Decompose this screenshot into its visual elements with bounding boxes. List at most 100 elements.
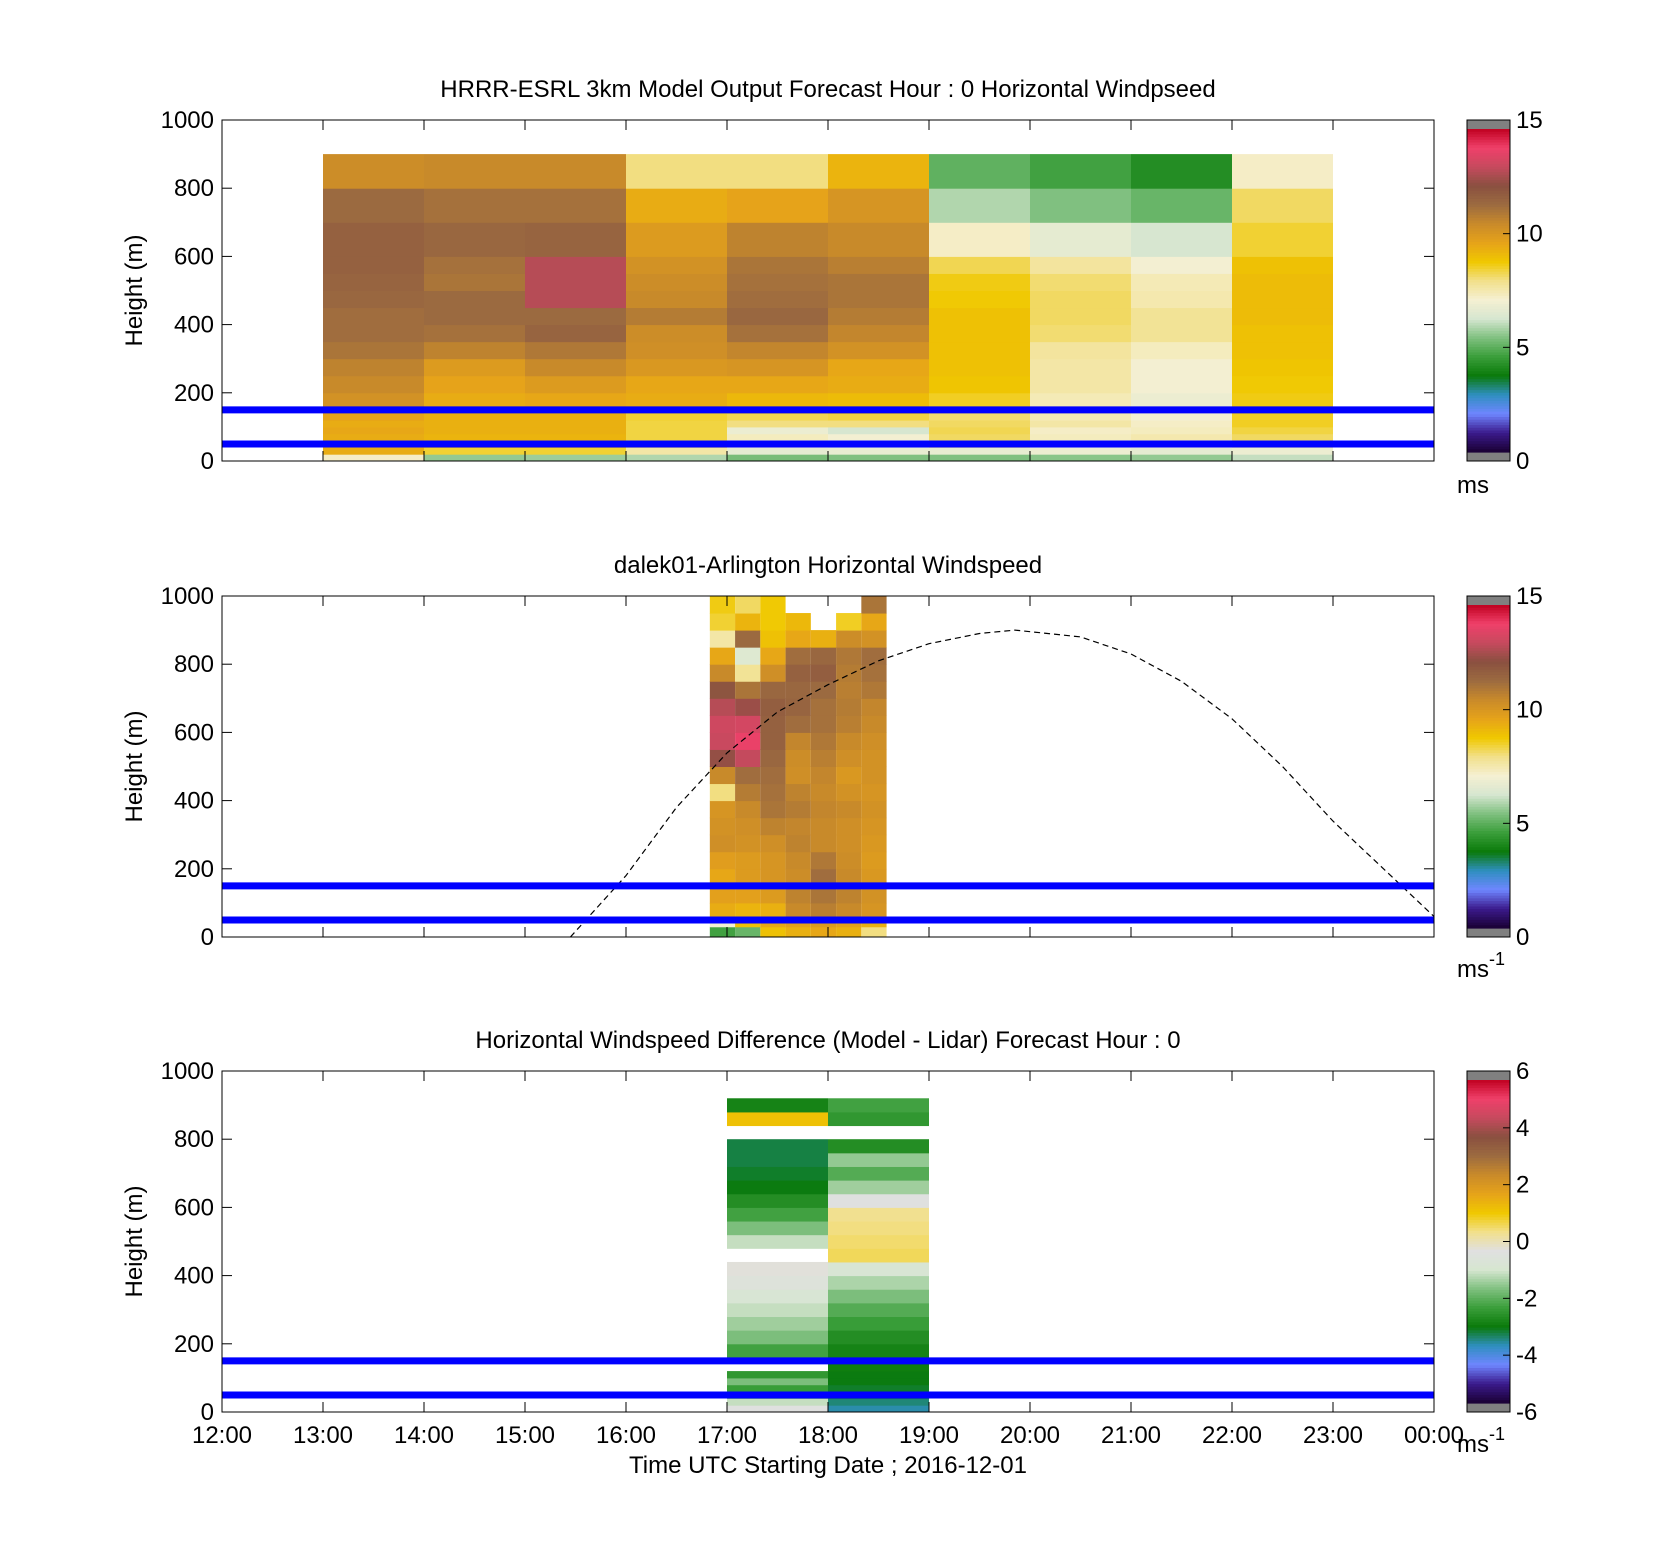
colorbar-segment	[1467, 898, 1510, 902]
colorbar-segment	[1467, 188, 1510, 192]
colorbar-segment	[1467, 1233, 1510, 1237]
heatmap-cell	[828, 1152, 929, 1167]
heatmap-cell	[828, 375, 929, 394]
heatmap-cell	[323, 324, 424, 343]
colorbar-segment	[1467, 1376, 1510, 1380]
colorbar-unit-exponent: -1	[1489, 949, 1505, 969]
heatmap-cell	[727, 1261, 828, 1277]
heatmap-cell	[1131, 341, 1232, 360]
heatmap-cell	[525, 420, 626, 428]
heatmap-cell	[727, 447, 828, 455]
colorbar-segment	[1467, 158, 1510, 162]
colorbar-segment	[1467, 309, 1510, 313]
heatmap-cell	[760, 902, 786, 918]
heatmap-cell	[735, 817, 761, 836]
colorbar-segment	[1467, 217, 1510, 222]
colorbar-segment	[1467, 1389, 1510, 1393]
colorbar-segment	[1467, 744, 1510, 749]
colorbar-segment	[1467, 1273, 1510, 1278]
colorbar-segment	[1467, 1190, 1510, 1194]
colorbar-segment	[1467, 363, 1510, 367]
heatmap-cell	[828, 392, 929, 407]
y-tick-label: 0	[201, 1399, 214, 1426]
heatmap-cell	[709, 868, 736, 887]
heatmap-cell	[1232, 447, 1333, 455]
heatmap-cell	[760, 817, 786, 836]
heatmap-cell	[525, 222, 626, 257]
colorbar-segment	[1467, 1330, 1510, 1334]
colorbar-segment	[1467, 1168, 1510, 1173]
heatmap-cell	[626, 222, 727, 257]
colorbar-segment	[1467, 1359, 1510, 1364]
x-tick-label: 19:00	[899, 1422, 959, 1449]
heatmap-cell	[626, 413, 727, 421]
colorbar-tick-label: -6	[1516, 1399, 1537, 1426]
colorbar-tick-label: 15	[1516, 583, 1543, 610]
colorbar-segment	[1467, 1225, 1510, 1229]
colorbar-segment	[1467, 1324, 1510, 1329]
y-tick-label: 800	[174, 1126, 214, 1153]
heatmap-cell	[810, 817, 837, 836]
heatmap-cell	[1030, 433, 1131, 442]
colorbar-segment	[1467, 325, 1510, 329]
heatmap-cell	[323, 413, 424, 421]
colorbar-segment	[1467, 901, 1510, 905]
colorbar-segment	[1467, 376, 1510, 380]
colorbar-segment	[1467, 352, 1510, 356]
heatmap-cell	[1030, 154, 1131, 189]
heatmap-cell	[626, 256, 727, 274]
colorbar-segment	[1467, 693, 1510, 698]
colorbar-segment	[1467, 868, 1510, 873]
colorbar-segment	[1467, 387, 1510, 391]
heatmap-cell	[810, 732, 837, 750]
heatmap-cell	[626, 433, 727, 442]
heatmap-cell	[861, 715, 887, 733]
heatmap-cell	[929, 307, 1030, 326]
colorbar-segment	[1467, 629, 1510, 633]
heatmap-cell	[810, 926, 837, 938]
heatmap-cell	[424, 454, 525, 462]
x-tick-label: 12:00	[192, 1422, 252, 1449]
x-tick-label: 22:00	[1202, 1422, 1262, 1449]
heatmap-cell	[709, 783, 736, 802]
heatmap-cell	[828, 290, 929, 309]
y-axis-label: Height (m)	[121, 1185, 148, 1297]
heatmap-cell	[525, 188, 626, 223]
heatmap-cell	[836, 630, 862, 648]
colorbar-segment	[1467, 1343, 1510, 1348]
heatmap-cell	[323, 222, 424, 257]
heatmap-cell	[1131, 392, 1232, 407]
heatmap-cell	[861, 902, 887, 918]
heatmap-cell	[836, 834, 862, 853]
heatmap-cell	[836, 698, 862, 716]
colorbar-frame	[1466, 119, 1511, 462]
colorbar-segment	[1467, 1085, 1510, 1089]
colorbar-segment	[1467, 185, 1510, 189]
colorbar-segment	[1467, 1193, 1510, 1197]
heatmap-cell	[785, 800, 811, 819]
x-tick-label: 23:00	[1303, 1422, 1363, 1449]
heatmap-cell	[1232, 433, 1333, 442]
colorbar-segment	[1467, 379, 1510, 383]
colorbar-segment	[1467, 812, 1510, 816]
heatmap-cell	[929, 188, 1030, 223]
heatmap-cell	[760, 834, 786, 853]
colorbar-segment	[1467, 1249, 1510, 1253]
heatmap-cell	[727, 1207, 828, 1222]
colorbar-segment	[1467, 1260, 1510, 1264]
colorbar-segment	[1467, 1370, 1510, 1374]
heatmap-cell	[727, 1139, 828, 1154]
colorbar-tick-label: 0	[1516, 1229, 1529, 1256]
colorbar-segment	[1467, 839, 1510, 843]
colorbar-segment	[1467, 373, 1510, 378]
colorbar-segment	[1467, 1333, 1510, 1337]
heatmap-cell	[424, 273, 525, 291]
colorbar-segment	[1467, 911, 1510, 916]
colorbar-segment	[1467, 236, 1510, 240]
colorbar-segment	[1467, 631, 1510, 636]
heatmap-cell	[810, 681, 837, 699]
colorbar-segment	[1467, 639, 1510, 644]
colorbar-segment	[1467, 917, 1510, 921]
heatmap-cell	[424, 358, 525, 377]
heatmap-cell	[861, 664, 887, 682]
